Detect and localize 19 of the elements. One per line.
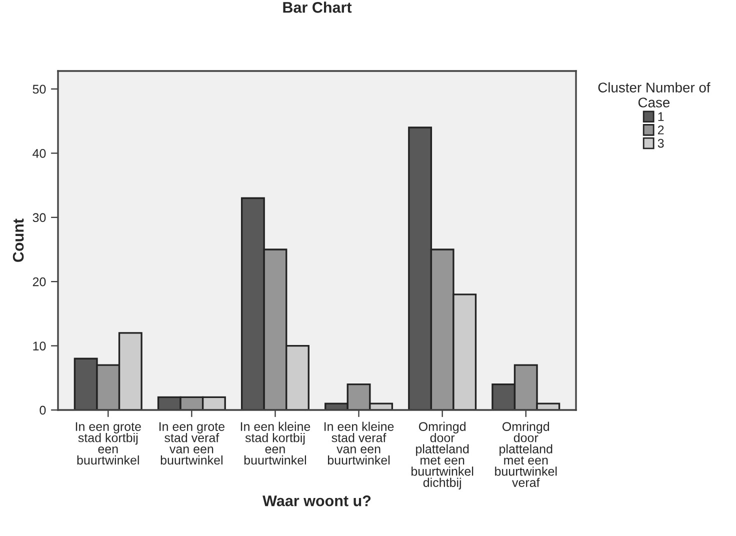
x-tick-label: In een grote stad kortbij een buurtwinkel bbox=[76, 422, 141, 465]
x-axis-title: Waar woont u? bbox=[262, 495, 371, 506]
x-tick-label: Omringd door platteland met een buurtwinkel veraf bbox=[495, 422, 557, 487]
legend-label: 3 bbox=[658, 138, 664, 148]
y-tick-label: 20 bbox=[32, 277, 46, 286]
legend-label: 1 bbox=[658, 112, 664, 121]
legend-label: 2 bbox=[658, 126, 664, 134]
y-tick-label: 30 bbox=[32, 213, 46, 222]
x-tick-label: In een grote stad veraf van een buurtwinkel bbox=[159, 422, 224, 465]
y-axis-title: Count bbox=[12, 218, 24, 262]
y-tick-label: 50 bbox=[32, 84, 46, 94]
x-tick-label: In een kleine stad kortbij een buurtwinkel bbox=[240, 422, 310, 465]
y-tick-label: 40 bbox=[32, 148, 46, 158]
y-tick-label: 0 bbox=[40, 406, 46, 415]
x-tick-label: Omringd door platteland met een buurtwinkel dichtbij bbox=[412, 422, 474, 490]
legend-title: Cluster Number of Case bbox=[598, 82, 710, 108]
x-tick-label: In een kleine stad veraf van een buurtwinkel bbox=[324, 422, 394, 465]
y-tick-label: 10 bbox=[33, 342, 46, 350]
chart-title: Bar Chart bbox=[283, 2, 352, 13]
